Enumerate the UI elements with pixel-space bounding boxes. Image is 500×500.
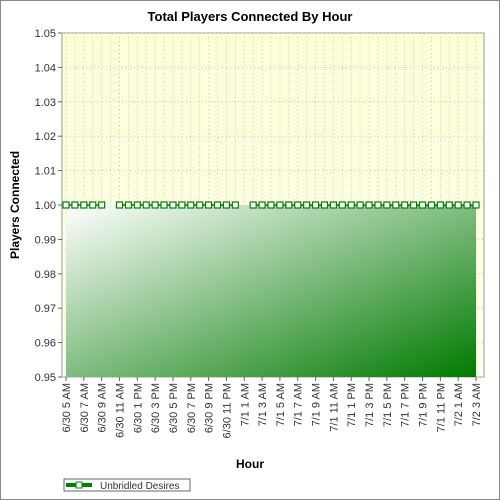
point [178, 201, 186, 209]
point [427, 201, 436, 209]
x-tick-label: 7/1 9 AM [311, 383, 323, 426]
x-tick-label: 7/1 9 PM [418, 383, 430, 427]
y-tick-label: 1.01 [35, 166, 56, 178]
x-tick-label: 7/1 1 PM [346, 383, 358, 427]
point [89, 201, 97, 209]
y-tick-label: 1.02 [35, 131, 56, 143]
point [374, 201, 382, 209]
x-tick-label: 7/1 5 AM [275, 383, 287, 426]
point [267, 201, 275, 209]
point [320, 201, 329, 209]
point [454, 201, 462, 209]
x-tick-label: 7/1 3 AM [257, 383, 269, 426]
point [98, 201, 106, 209]
legend-marker [75, 481, 83, 489]
point [205, 201, 213, 209]
point [249, 201, 257, 209]
y-tick-label: 0.96 [35, 338, 56, 350]
point [294, 201, 302, 209]
point [347, 201, 355, 209]
legend-box [63, 478, 191, 492]
point [392, 201, 400, 209]
point [356, 201, 364, 209]
point [124, 201, 132, 209]
point [258, 201, 266, 209]
point [445, 201, 453, 209]
point [401, 201, 409, 209]
y-tick-label: 1.03 [35, 97, 56, 109]
point [285, 201, 293, 209]
point [329, 201, 337, 209]
point [463, 201, 471, 209]
point [222, 201, 231, 209]
point [365, 201, 373, 209]
y-tick-label: 0.99 [35, 234, 56, 246]
point [151, 201, 159, 209]
x-tick-label: 7/1 11 PM [435, 383, 447, 432]
point [142, 201, 150, 209]
x-tick-label: 6/30 11 AM [114, 383, 126, 438]
point [303, 201, 311, 209]
point [418, 201, 427, 209]
x-tick-label: 7/1 7 AM [293, 383, 305, 426]
y-axis-title: Players Connected [8, 151, 22, 259]
point [311, 201, 320, 209]
x-tick-label: 7/2 3 AM [471, 383, 483, 426]
x-tick-label: 7/1 1 AM [239, 383, 251, 426]
x-tick-label: 6/30 1 PM [132, 383, 144, 433]
x-tick-label: 6/30 11 PM [221, 383, 233, 438]
y-tick-label: 0.97 [35, 303, 56, 315]
point [71, 201, 79, 209]
area [66, 205, 476, 377]
x-tick-label: 6/30 9 AM [97, 383, 109, 433]
point [213, 201, 222, 209]
point [436, 201, 444, 209]
point [196, 201, 204, 209]
x-tick-label: 7/1 11 AM [328, 383, 340, 432]
point [133, 201, 141, 209]
point [160, 201, 168, 209]
point [472, 201, 480, 209]
point [276, 201, 284, 209]
y-tick-label: 1.00 [35, 200, 56, 212]
x-tick-label: 6/30 7 AM [79, 383, 91, 433]
y-tick-label: 1.04 [35, 62, 56, 74]
x-tick-label: 7/2 1 AM [453, 383, 465, 426]
x-tick-label: 7/1 7 PM [400, 383, 412, 427]
point [62, 201, 70, 209]
point [80, 201, 88, 209]
x-tick-label: 6/30 5 PM [168, 383, 180, 433]
x-tick-label: 7/1 3 PM [364, 383, 376, 427]
point [383, 201, 391, 209]
y-tick-label: 0.98 [35, 269, 56, 281]
x-tick-label: 6/30 7 PM [186, 383, 198, 433]
x-tick-label: 6/30 9 PM [204, 383, 216, 433]
point [410, 201, 418, 209]
x-tick-label: 6/30 3 PM [150, 383, 162, 433]
chart-title: Total Players Connected By Hour [148, 9, 353, 24]
point [187, 201, 195, 209]
point [115, 201, 124, 209]
x-tick-label: 6/30 5 AM [61, 383, 73, 433]
x-axis-title: Hour [236, 457, 264, 471]
legend-label: Unbridled Desires [100, 481, 179, 492]
point [338, 201, 346, 209]
y-tick-label: 0.95 [35, 372, 56, 384]
point [231, 201, 239, 209]
point [169, 201, 177, 209]
x-tick-label: 7/1 5 PM [382, 383, 394, 427]
y-tick-label: 1.05 [35, 28, 56, 40]
